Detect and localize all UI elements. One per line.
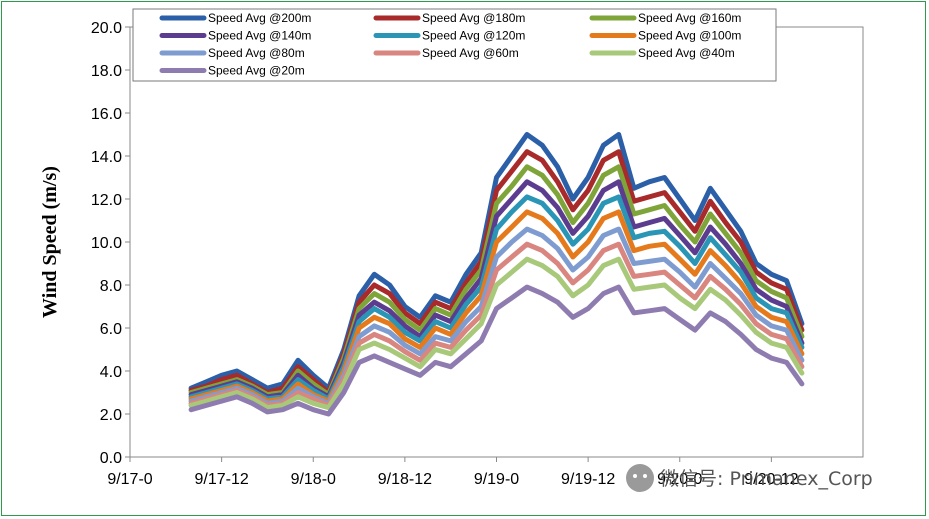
series-line <box>188 284 805 417</box>
x-tick-label: 9/17-12 <box>194 471 248 488</box>
x-tick-label: 9/19-12 <box>561 471 615 488</box>
plot-lines <box>188 132 805 417</box>
series-line <box>188 209 805 404</box>
y-tick-label: 20.0 <box>91 20 122 37</box>
y-axis-label: Wind Speed (m/s) <box>39 166 61 318</box>
y-axis: 0.0 2.0 4.0 6.0 8.0 10.0 12.0 14.0 16.0 18.0 20.0 <box>91 20 130 467</box>
x-tick-label: 9/20-0 <box>657 471 702 488</box>
watermark: 微信号: Primanex_Corp <box>626 464 873 492</box>
x-axis: 9/17-0 9/17-12 9/18-0 9/18-12 9/19-0 9/19-12 9… <box>107 457 799 488</box>
legend-entry-label: Speed Avg @60m <box>422 46 519 60</box>
legend-entry-label: Speed Avg @180m <box>422 11 525 25</box>
legend-entry-label: Speed Avg @140m <box>208 29 311 43</box>
legend-entry-label: Speed Avg @40m <box>638 46 735 60</box>
x-tick-label: 9/19-0 <box>474 471 519 488</box>
y-tick-label: 0.0 <box>100 450 122 467</box>
wechat-logo-icon-eye-left <box>633 474 637 478</box>
legend-box <box>132 8 777 82</box>
y-tick-label: 8.0 <box>100 278 122 295</box>
y-tick-label: 4.0 <box>100 364 122 381</box>
series-line <box>188 241 805 408</box>
wechat-logo-icon-eye-right <box>643 474 647 478</box>
legend-entry-label: Speed Avg @120m <box>422 29 525 43</box>
wechat-logo-icon <box>626 464 654 492</box>
x-tick-label: 9/20-12 <box>744 471 798 488</box>
y-tick-label: 16.0 <box>91 106 122 123</box>
series-line <box>188 132 805 391</box>
x-tick-label: 9/18-0 <box>291 471 336 488</box>
series-line <box>188 194 805 402</box>
legend-entry-label: Speed Avg @200m <box>208 11 311 25</box>
watermark-text: 微信号: Primanex_Corp <box>660 468 873 490</box>
y-tick-label: 18.0 <box>91 63 122 80</box>
y-tick-label: 6.0 <box>100 321 122 338</box>
legend-entry-label: Speed Avg @160m <box>638 11 741 25</box>
x-tick-label: 9/17-0 <box>107 471 152 488</box>
legend-entry-label: Speed Avg @80m <box>208 46 305 60</box>
series-line <box>188 256 805 411</box>
y-tick-label: 14.0 <box>91 149 122 166</box>
y-tick-label: 10.0 <box>91 235 122 252</box>
x-tick-label: 9/18-12 <box>378 471 432 488</box>
legend-entry-label: Speed Avg @20m <box>208 64 305 78</box>
legend-entry-label: Speed Avg @100m <box>638 29 741 43</box>
legend: Speed Avg @200m Speed Avg @180m Speed Avg … <box>132 8 777 82</box>
y-tick-label: 2.0 <box>100 407 122 424</box>
y-tick-label: 12.0 <box>91 192 122 209</box>
series-line <box>188 226 805 406</box>
